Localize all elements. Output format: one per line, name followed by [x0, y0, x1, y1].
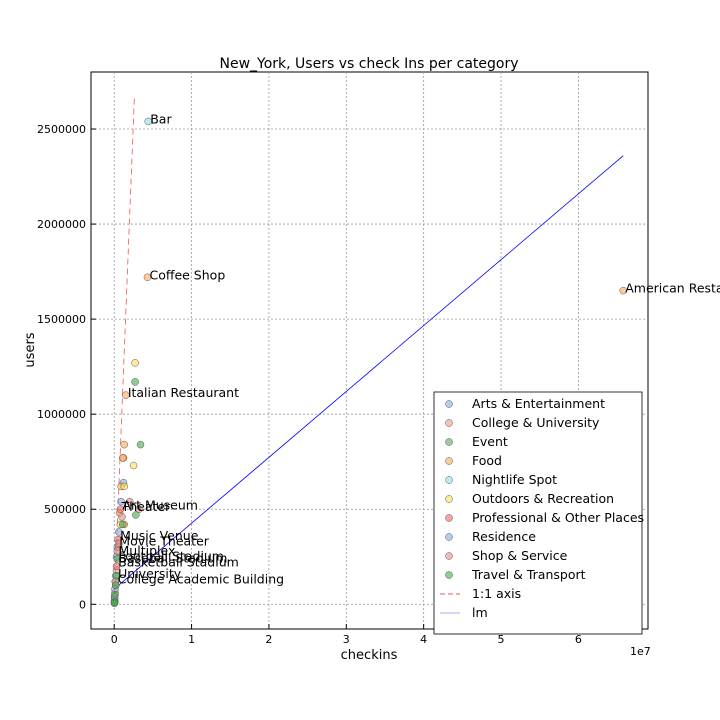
- point-annotations: Bar Coffee Shop American Restau Italian Res…: [118, 111, 720, 586]
- legend-marker: [445, 438, 453, 446]
- y-axis-ticks: 0 500000 1000000 1500000 2000000 2500000: [37, 123, 96, 611]
- data-point: [136, 440, 145, 449]
- data-point: [619, 286, 627, 295]
- data-point: [113, 554, 122, 563]
- data-point: [115, 528, 123, 536]
- data-point: [144, 117, 152, 126]
- data-point: [135, 505, 143, 513]
- legend-marker: [445, 419, 453, 427]
- data-point: [112, 562, 121, 571]
- data-point: [117, 497, 125, 506]
- x-tick-label: 1: [188, 633, 195, 646]
- data-point: [118, 454, 127, 462]
- legend-label: Professional & Other Places: [472, 510, 644, 525]
- legend-label: Residence: [472, 529, 536, 544]
- legend-label: 1:1 axis: [472, 586, 521, 601]
- annotation-label: Basketball Stadium: [118, 554, 239, 569]
- data-point: [110, 598, 119, 607]
- legend-label: lm: [472, 605, 488, 620]
- data-point: [132, 511, 140, 519]
- annotation-label: Multiplex: [119, 543, 176, 558]
- legend-label: College & University: [472, 415, 600, 430]
- annotation-label: University: [118, 566, 182, 581]
- legend-label: Outdoors & Recreation: [472, 491, 614, 506]
- data-point: [116, 505, 125, 513]
- data-point: [131, 378, 139, 386]
- data-point: [113, 547, 122, 555]
- series-travel-transport: [110, 378, 145, 607]
- series-shop-service: [113, 497, 143, 555]
- legend-label: Travel & Transport: [471, 567, 586, 582]
- y-tick-label: 2000000: [37, 218, 86, 231]
- annotation-label: College Academic Building: [118, 571, 284, 586]
- legend-marker: [445, 514, 453, 522]
- annotation-label: Italian Restaurant: [128, 385, 239, 400]
- x-tick-label: 3: [343, 633, 350, 646]
- x-tick-label: 0: [111, 633, 118, 646]
- data-point: [112, 581, 120, 590]
- y-tick-label: 1500000: [37, 313, 86, 326]
- annotation-label: American Restau: [625, 281, 720, 296]
- legend-label: Event: [472, 434, 508, 449]
- data-point: [120, 440, 129, 449]
- x-tick-label: 5: [498, 633, 505, 646]
- legend-marker: [445, 552, 453, 560]
- data-point: [129, 461, 138, 470]
- y-tick-label: 0: [79, 598, 86, 611]
- annotation-label: Baseball Stadium: [119, 551, 228, 566]
- data-point: [118, 520, 127, 529]
- data-point: [115, 539, 123, 548]
- legend: Arts & Entertainment College & University…: [433, 391, 644, 635]
- legend-marker: [445, 571, 453, 579]
- chart-title: New_York, Users vs check Ins per categor…: [219, 56, 518, 72]
- x-tick-label: 6: [575, 633, 582, 646]
- annotation-label: Bar: [150, 111, 172, 126]
- legend-label: Arts & Entertainment: [472, 396, 605, 411]
- data-point: [118, 513, 126, 521]
- annotation-label: Football Stadium: [119, 549, 224, 564]
- series-nightlife-spot: [144, 117, 152, 126]
- annotation-label: Music Venue: [120, 528, 199, 543]
- x-axis-offset-label: 1e7: [630, 645, 651, 658]
- legend-box: [433, 391, 643, 635]
- ref-line-lm: [113, 155, 624, 590]
- annotation-label: Coffee Shop: [149, 267, 225, 282]
- y-tick-label: 1000000: [37, 408, 86, 421]
- data-point: [120, 482, 129, 491]
- legend-label: Nightlife Spot: [472, 472, 557, 487]
- data-point: [131, 359, 139, 367]
- data-points: [110, 117, 627, 608]
- annotation-label: Theater: [121, 499, 171, 514]
- data-point: [122, 391, 130, 399]
- legend-label: Shop & Service: [472, 548, 568, 563]
- data-point: [143, 273, 152, 282]
- x-axis-label: checkins: [341, 648, 398, 663]
- ref-line-1-1-axis: [113, 98, 135, 605]
- x-tick-label: 4: [420, 633, 427, 646]
- legend-marker: [445, 533, 453, 541]
- annotation-label: Movie Theater: [119, 533, 209, 548]
- x-tick-label: 2: [265, 633, 272, 646]
- reference-lines: [113, 98, 624, 605]
- legend-label: Food: [472, 453, 502, 468]
- data-point: [112, 572, 121, 580]
- y-axis-label: users: [23, 332, 38, 367]
- legend-marker: [445, 457, 453, 465]
- legend-marker: [445, 495, 453, 503]
- annotation-label: Art Museum: [122, 497, 198, 512]
- y-tick-label: 500000: [44, 503, 86, 516]
- data-point: [125, 497, 134, 506]
- legend-marker: [445, 476, 453, 484]
- x-axis-ticks: 0 1 2 3 4 5 6: [111, 624, 582, 646]
- data-point: [111, 591, 119, 599]
- y-tick-label: 2500000: [37, 123, 86, 136]
- legend-marker: [445, 400, 453, 408]
